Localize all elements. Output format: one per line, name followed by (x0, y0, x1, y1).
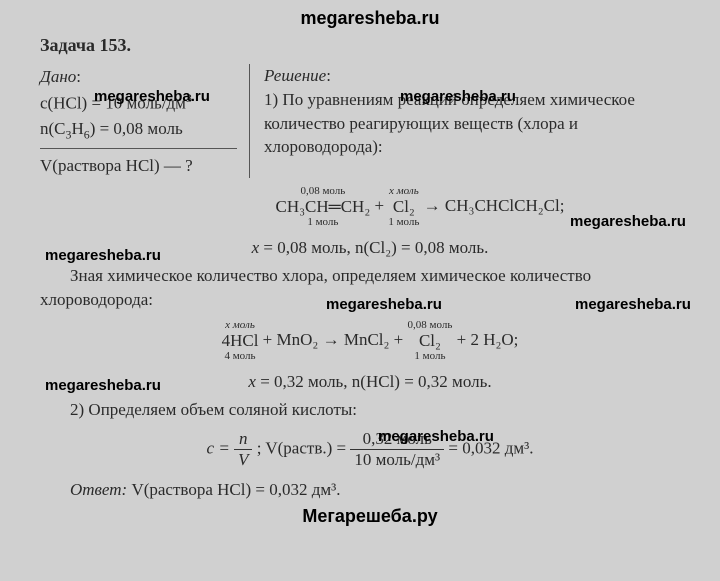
header-watermark: megaresheba.ru (40, 8, 700, 29)
page: megaresheba.ru Задача 153. Дано: c(HCl) … (0, 0, 720, 581)
step2-text: 2) Определяем объем соляной кислоты: (40, 398, 700, 422)
inline-watermark: megaresheba.ru (45, 247, 161, 264)
equation-3: c = n V ; V(раств.) = 0,32 моль 10 моль/… (40, 429, 700, 470)
solution-label: Решение (264, 66, 326, 85)
content-row: Дано: c(HCl) = 10 моль/дм3 n(C3H6) = 0,0… (40, 64, 700, 178)
given-line-2: n(C3H6) = 0,08 моль (40, 116, 237, 144)
problem-title: Задача 153. (40, 35, 700, 56)
given-find: V(раствора HCl) — ? (40, 153, 237, 179)
footer-watermark: Мегарешеба.ру (40, 506, 700, 527)
given-label: Дано (40, 67, 76, 86)
inline-watermark: megaresheba.ru (45, 377, 161, 394)
given-divider (40, 148, 237, 149)
inline-watermark: megaresheba.ru (378, 428, 494, 445)
inline-watermark: megaresheba.ru (326, 296, 442, 313)
solution-block: Решение: 1) По уравнениям реакций опреде… (264, 64, 700, 178)
inline-watermark: megaresheba.ru (94, 88, 210, 105)
answer: Ответ: V(раствора HCl) = 0,032 дм³. (40, 478, 700, 502)
given-block: Дано: c(HCl) = 10 моль/дм3 n(C3H6) = 0,0… (40, 64, 250, 178)
inline-watermark: megaresheba.ru (570, 213, 686, 230)
inline-watermark: megaresheba.ru (575, 296, 691, 313)
inline-watermark: megaresheba.ru (400, 88, 516, 105)
equation-2: x моль 4HCl 4 моль + MnO₂ → MnCl₂ + 0,08… (40, 320, 700, 362)
